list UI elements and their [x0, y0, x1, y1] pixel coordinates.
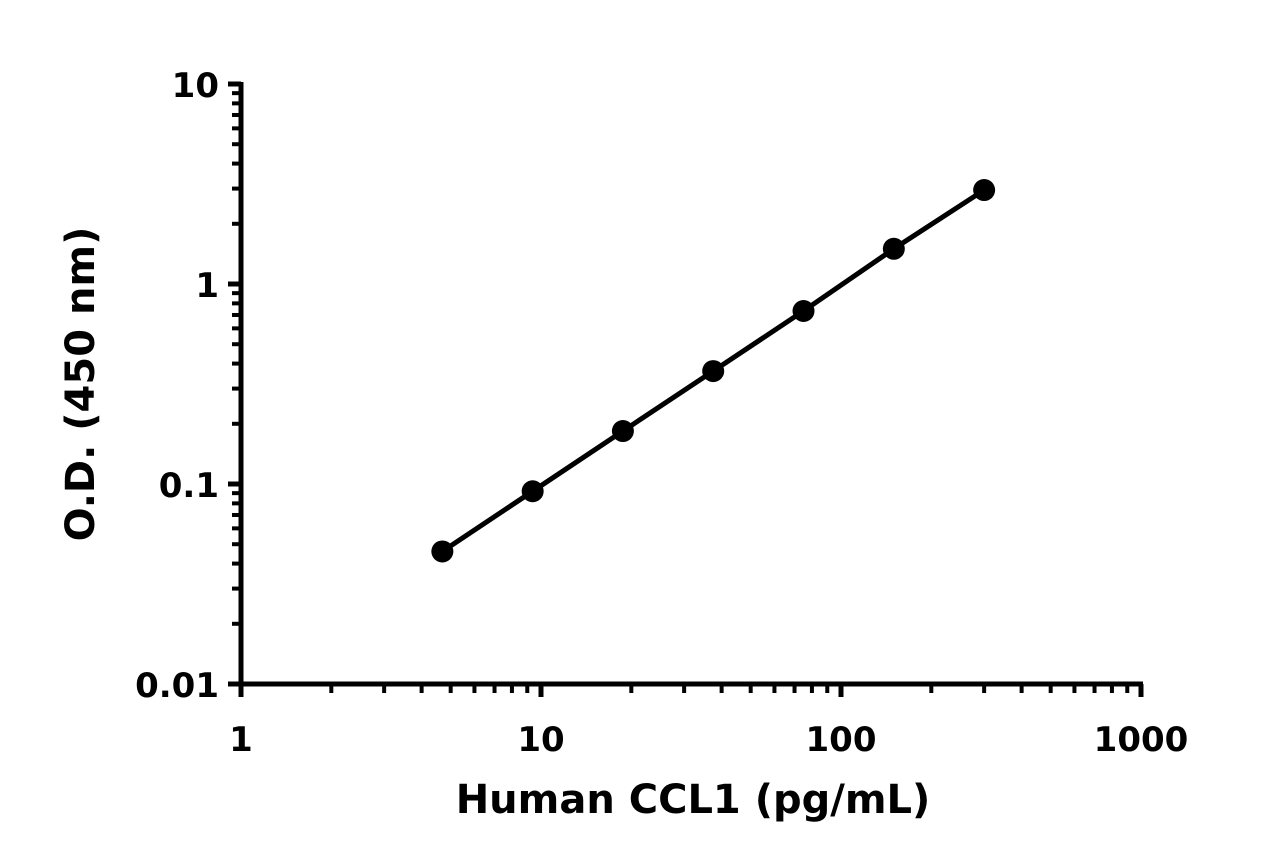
x-tick-label: 100 — [806, 720, 877, 760]
y-tick-label: 10 — [172, 66, 219, 106]
axes: 1 10 100 1000 0.01 0.1 1 10 — [135, 66, 1188, 760]
x-tick-label: 1 — [229, 720, 253, 760]
x-tick-label: 10 — [517, 720, 564, 760]
data-point-marker — [702, 360, 725, 383]
x-axis-title: Human CCL1 (pg/mL) — [456, 777, 931, 823]
y-tick-label: 1 — [195, 266, 219, 306]
x-tick-label: 1000 — [1094, 720, 1189, 760]
data-point-marker — [521, 480, 544, 503]
data-point-marker — [882, 237, 905, 260]
data-point-marker — [611, 420, 634, 443]
y-tick-label: 0.01 — [135, 666, 219, 706]
data-point-marker — [431, 540, 454, 563]
data-point-marker — [792, 299, 815, 322]
y-tick-label: 0.1 — [159, 466, 219, 506]
y-axis-title: O.D. (450 nm) — [58, 227, 104, 542]
data-point-marker — [973, 179, 996, 202]
data-series — [431, 179, 996, 563]
